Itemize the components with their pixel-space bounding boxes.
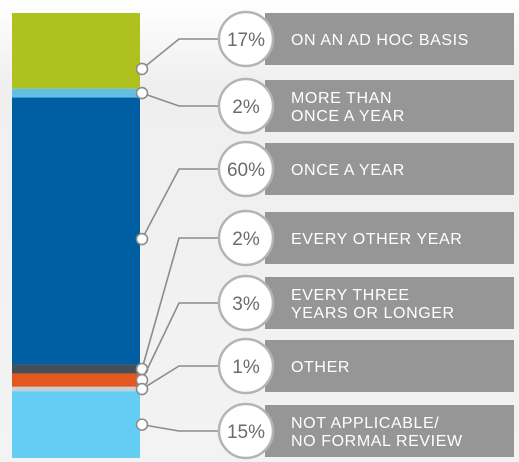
category-label: NO FORMAL REVIEW (291, 433, 463, 450)
percent-label: 1% (232, 357, 260, 378)
percent-circles: 17% 2% 60% 2% 3% 1% 15% (217, 10, 275, 460)
percent-label: 2% (232, 229, 260, 250)
leader-line (141, 168, 219, 240)
leader-line (141, 38, 219, 70)
anchor-dot (135, 418, 149, 431)
category-label: YEARS OR LONGER (291, 305, 455, 322)
label-box (265, 405, 514, 457)
category-label: ONCE A YEAR (291, 108, 405, 125)
label-box (265, 80, 514, 132)
category-label: MORE THAN (291, 90, 392, 107)
bar-segment (12, 97, 140, 365)
leader-lines (135, 38, 219, 432)
category-label: OTHER (291, 359, 350, 376)
percent-label: 17% (227, 30, 265, 51)
bar-segments (12, 13, 140, 458)
percent-circle (217, 209, 275, 267)
bar-segment (12, 386, 140, 392)
percent-circle (217, 337, 275, 395)
percent-circle (217, 274, 275, 332)
percent-circle (217, 77, 275, 135)
anchor-dot (135, 232, 149, 246)
leader-line (141, 423, 219, 432)
anchor-dot (135, 62, 149, 76)
leader-line (141, 237, 219, 370)
anchor-dot (135, 86, 149, 100)
category-label: ONCE A YEAR (291, 162, 405, 179)
leader-line (141, 365, 219, 390)
label-box (265, 143, 514, 195)
leader-line (141, 92, 219, 107)
percent-label: 15% (227, 422, 265, 443)
category-label: EVERY OTHER YEAR (291, 231, 462, 248)
category-label: ON AN AD HOC BASIS (291, 32, 469, 49)
percent-circle (217, 140, 275, 198)
label-box (265, 340, 514, 392)
leader-line (141, 302, 219, 381)
percent-circle (217, 10, 275, 68)
label-box (265, 212, 514, 264)
category-label: EVERY THREE (291, 287, 410, 304)
percent-label: 2% (232, 97, 260, 118)
percent-label: 3% (232, 294, 260, 315)
percent-circle (217, 402, 275, 460)
percent-label: 60% (227, 160, 265, 181)
label-box (265, 277, 514, 329)
anchor-dot (135, 382, 149, 396)
bar-segment (12, 13, 140, 89)
bar-segment (12, 364, 140, 374)
category-label: NOT APPLICABLE/ (291, 415, 439, 432)
bar-segment (12, 88, 140, 98)
label-box (265, 13, 514, 65)
bar-segment (12, 373, 140, 387)
bar-segment (12, 391, 140, 458)
